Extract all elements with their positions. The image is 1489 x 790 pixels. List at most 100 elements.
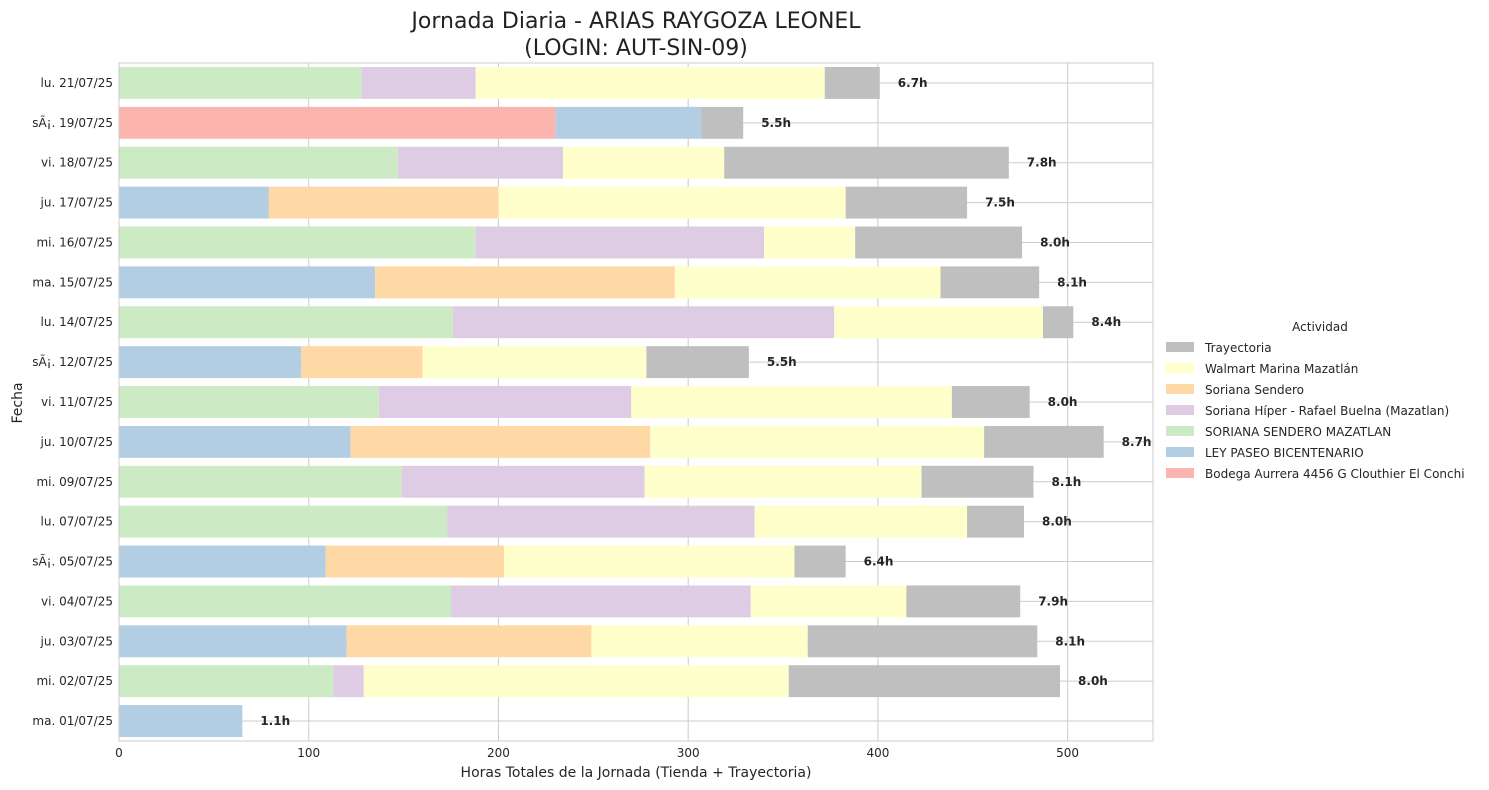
- legend: Actividad Trayectoria Walmart Marina Maza…: [1166, 320, 1465, 481]
- x-tick-label: 200: [487, 746, 510, 760]
- bar-total-label: 6.7h: [898, 76, 928, 90]
- bar-segment: Trayectoria: [646, 346, 749, 379]
- bar-segment: Walmart Marina Mazatlán: [631, 386, 952, 418]
- y-tick-label: vi. 11/07/25: [41, 395, 113, 409]
- bar-segment: SORIANA SENDERO MAZATLAN: [119, 306, 453, 339]
- bar-segment: LEY PASEO BICENTENARIO: [119, 346, 302, 379]
- bar-segment: Soriana Híper - Rafael Buelna (Mazatlan): [451, 585, 751, 618]
- y-tick-label: ju. 03/07/25: [40, 634, 113, 648]
- bar-segment: Trayectoria: [906, 585, 1021, 618]
- bar-segment: Trayectoria: [940, 266, 1040, 299]
- bar-segment: LEY PASEO BICENTENARIO: [119, 545, 326, 578]
- bar-segment: Trayectoria: [967, 505, 1024, 538]
- bar-total-label: 8.1h: [1055, 634, 1085, 648]
- bar-segment: Trayectoria: [845, 186, 968, 219]
- bar-segment: Walmart Marina Mazatlán: [498, 186, 846, 219]
- legend-swatch: [1166, 426, 1194, 436]
- bar-segment: Trayectoria: [794, 545, 846, 578]
- bar-segment: Walmart Marina Mazatlán: [475, 66, 825, 99]
- x-tick-label: 0: [115, 746, 123, 760]
- bar-segment: SORIANA SENDERO MAZATLAN: [119, 66, 362, 99]
- bar-total-label: 8.4h: [1091, 315, 1121, 329]
- bar-total-label: 7.5h: [985, 196, 1015, 210]
- y-tick-label: vi. 04/07/25: [41, 594, 113, 608]
- bar-segment: Soriana Híper - Rafael Buelna (Mazatlan): [447, 505, 755, 538]
- bar-total-label: 7.8h: [1027, 156, 1057, 170]
- legend-swatch: [1166, 342, 1194, 352]
- bar-segment: LEY PASEO BICENTENARIO: [119, 266, 376, 299]
- y-tick-label: sÃ¡. 19/07/25: [32, 115, 113, 130]
- y-tick-label: sÃ¡. 12/07/25: [32, 354, 113, 369]
- x-tick-label: 300: [677, 746, 700, 760]
- bar-segment: Trayectoria: [984, 425, 1104, 458]
- bar-segment: Trayectoria: [807, 625, 1038, 658]
- bar-segment: Soriana Sendero: [350, 425, 651, 458]
- bar-segment: Walmart Marina Mazatlán: [674, 266, 941, 299]
- bar-total-label: 8.0h: [1078, 674, 1108, 688]
- y-tick-label: mi. 16/07/25: [36, 235, 113, 249]
- bar-segment: Trayectoria: [788, 665, 1061, 698]
- y-tick-label: vi. 18/07/25: [41, 156, 113, 170]
- bar-total-label: 8.0h: [1048, 395, 1078, 409]
- y-tick-label: sÃ¡. 05/07/25: [32, 554, 113, 569]
- bar-segment: Soriana Híper - Rafael Buelna (Mazatlan): [397, 146, 563, 179]
- x-axis-label: Horas Totales de la Jornada (Tienda + Tr…: [461, 765, 812, 781]
- legend-swatch: [1166, 384, 1194, 394]
- bar-segment: Trayectoria: [1042, 306, 1074, 339]
- y-tick-label: mi. 09/07/25: [36, 475, 113, 489]
- bar-segment: Soriana Híper - Rafael Buelna (Mazatlan): [401, 465, 645, 498]
- bar-segment: LEY PASEO BICENTENARIO: [119, 625, 347, 658]
- plot-frame: [118, 62, 1154, 742]
- bar-segment: Soriana Sendero: [375, 266, 675, 299]
- bar-segment: LEY PASEO BICENTENARIO: [119, 425, 351, 458]
- legend-entry: Soriana Sendero: [1205, 383, 1304, 397]
- bar-segment: SORIANA SENDERO MAZATLAN: [119, 465, 402, 498]
- bar-segment: Trayectoria: [724, 146, 1009, 179]
- legend-title: Actividad: [1292, 320, 1348, 334]
- x-tick-label: 100: [297, 746, 320, 760]
- bar-segment: Bodega Aurrera 4456 G Clouthier El Conch…: [119, 106, 556, 139]
- bar-segment: Walmart Marina Mazatlán: [562, 146, 725, 179]
- y-axis-label: Fecha: [10, 382, 26, 423]
- legend-entry: Trayectoria: [1204, 341, 1272, 355]
- bar-segment: Walmart Marina Mazatlán: [504, 545, 795, 578]
- bar-segment: Walmart Marina Mazatlán: [650, 425, 985, 458]
- legend-swatch: [1166, 405, 1194, 415]
- legend-entry: SORIANA SENDERO MAZATLAN: [1205, 425, 1391, 439]
- bar-total-label: 5.5h: [767, 355, 797, 369]
- legend-entry: Bodega Aurrera 4456 G Clouthier El Conch…: [1205, 467, 1465, 481]
- chart-subtitle: (LOGIN: AUT-SIN-09): [524, 36, 748, 61]
- legend-swatch: [1166, 447, 1194, 457]
- bar-segment: SORIANA SENDERO MAZATLAN: [119, 386, 379, 418]
- legend-swatch: [1166, 363, 1194, 373]
- bar-segment: SORIANA SENDERO MAZATLAN: [119, 665, 334, 698]
- bar-segment: Soriana Híper - Rafael Buelna (Mazatlan): [475, 226, 765, 259]
- bar-segment: Walmart Marina Mazatlán: [834, 306, 1043, 339]
- bar-segment: Soriana Híper - Rafael Buelna (Mazatlan): [361, 66, 476, 99]
- y-tick-label: ju. 17/07/25: [40, 196, 113, 210]
- bar-segment: Walmart Marina Mazatlán: [591, 625, 808, 658]
- labels-layer: 6.7h lu. 21/07/25 5.5h sÃ¡. 19/07/25 7.8h vi.…: [32, 62, 1154, 760]
- y-tick-label: lu. 21/07/25: [41, 76, 113, 90]
- bar-segment: Trayectoria: [921, 465, 1034, 498]
- bar-segment: Soriana Sendero: [346, 625, 592, 658]
- bar-segment: Trayectoria: [824, 66, 880, 99]
- bar-segment: Soriana Sendero: [325, 545, 505, 578]
- y-tick-label: ma. 01/07/25: [32, 714, 113, 728]
- bar-segment: Walmart Marina Mazatlán: [764, 226, 856, 259]
- bar-segment: SORIANA SENDERO MAZATLAN: [119, 585, 452, 618]
- legend-entry: LEY PASEO BICENTENARIO: [1205, 446, 1364, 460]
- bar-segment: LEY PASEO BICENTENARIO: [119, 705, 243, 738]
- bars-layer: SORIANA SENDERO MAZATLANSoriana Híper - …: [119, 66, 1104, 738]
- y-tick-label: ma. 15/07/25: [32, 275, 113, 289]
- bar-segment: LEY PASEO BICENTENARIO: [555, 106, 702, 139]
- bar-total-label: 8.7h: [1122, 435, 1152, 449]
- bar-segment: Soriana Híper - Rafael Buelna (Mazatlan): [378, 386, 632, 418]
- bar-total-label: 7.9h: [1038, 594, 1068, 608]
- bar-segment: Trayectoria: [701, 106, 744, 139]
- x-tick-label: 500: [1056, 746, 1079, 760]
- bar-total-label: 6.4h: [864, 555, 894, 569]
- legend-entry: Walmart Marina Mazatlán: [1205, 362, 1358, 376]
